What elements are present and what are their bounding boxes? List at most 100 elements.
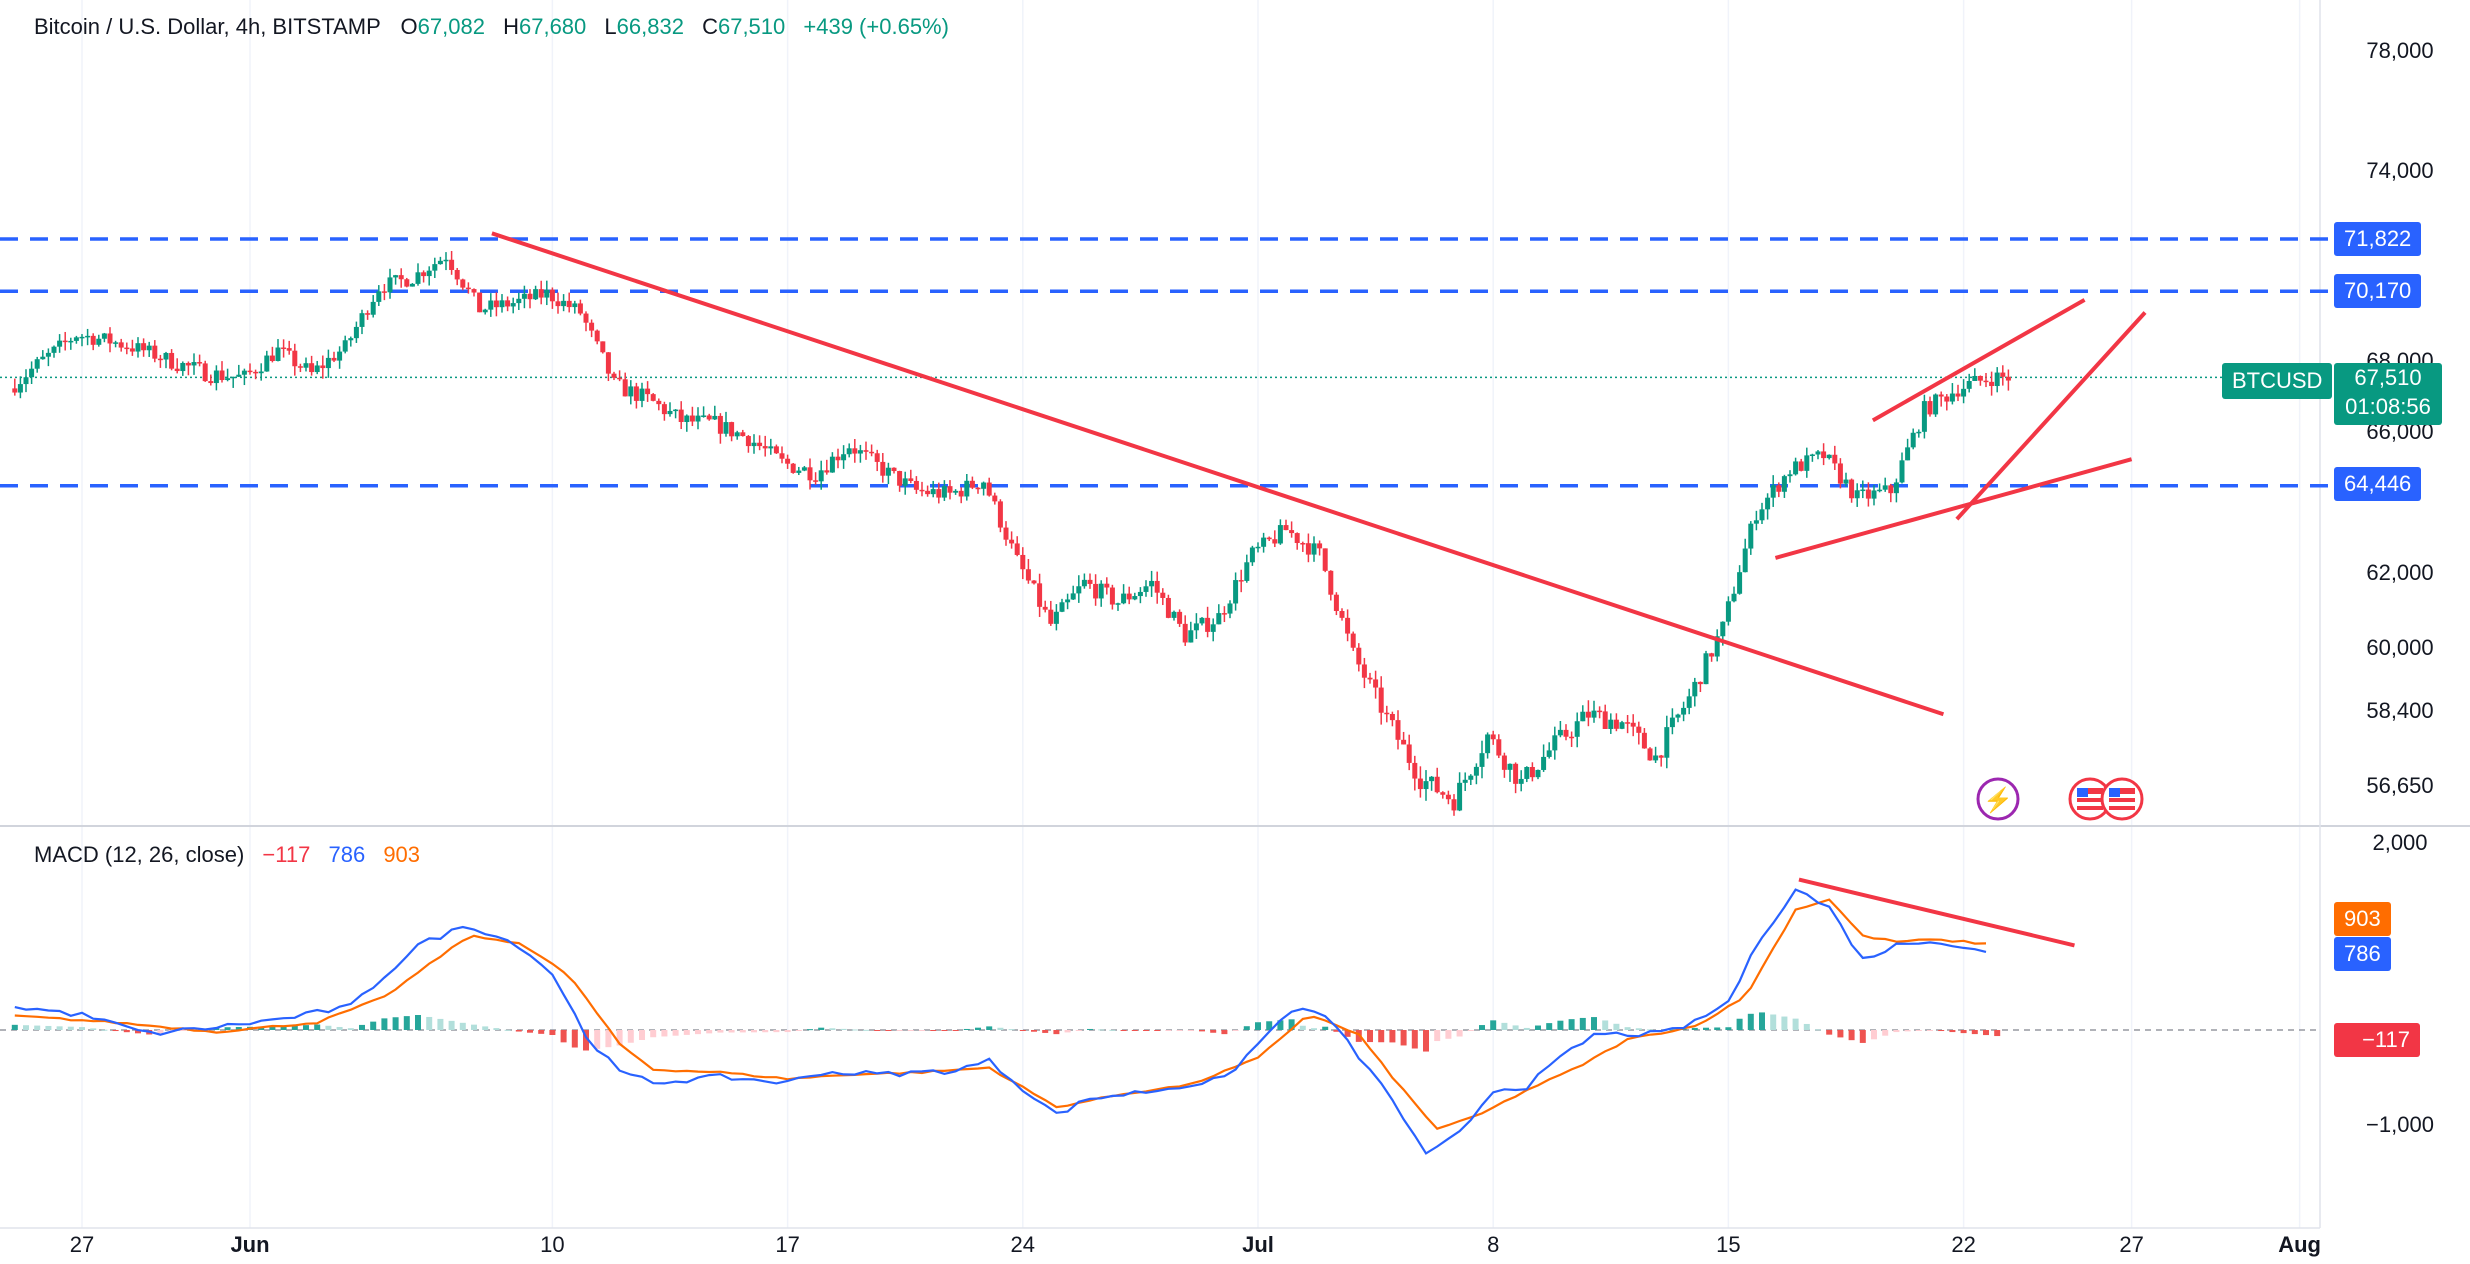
candle-body[interactable] <box>852 448 858 454</box>
candle-body[interactable] <box>85 335 91 338</box>
candle-body[interactable] <box>1322 548 1328 571</box>
candle-body[interactable] <box>521 293 527 299</box>
candle-body[interactable] <box>717 415 723 434</box>
candle-body[interactable] <box>969 480 975 488</box>
candle-body[interactable] <box>1132 596 1138 600</box>
candle-body[interactable] <box>785 458 791 464</box>
candle-body[interactable] <box>1860 489 1866 492</box>
candle-body[interactable] <box>1585 711 1591 718</box>
candle-body[interactable] <box>622 379 628 397</box>
candle-body[interactable] <box>1681 707 1687 715</box>
candle-body[interactable] <box>544 289 550 298</box>
candle-body[interactable] <box>913 480 919 490</box>
candle-body[interactable] <box>611 373 617 378</box>
candle-body[interactable] <box>292 350 298 367</box>
candle-body[interactable] <box>191 362 197 366</box>
candle-body[interactable] <box>348 338 354 341</box>
candle-body[interactable] <box>1563 729 1569 737</box>
candle-body[interactable] <box>113 342 119 344</box>
candle-body[interactable] <box>275 347 281 362</box>
candle-body[interactable] <box>1742 548 1748 573</box>
candle-body[interactable] <box>1893 482 1899 494</box>
candle-body[interactable] <box>381 291 387 293</box>
candle-body[interactable] <box>1227 603 1233 614</box>
candle-body[interactable] <box>426 270 432 277</box>
candle-body[interactable] <box>1188 630 1194 643</box>
candle-body[interactable] <box>1199 617 1205 624</box>
candle-body[interactable] <box>1569 736 1575 739</box>
candle-body[interactable] <box>79 336 85 339</box>
candle-body[interactable] <box>572 303 578 308</box>
candle-body[interactable] <box>1389 713 1395 721</box>
candle-body[interactable] <box>628 386 634 397</box>
candle-body[interactable] <box>1843 479 1849 484</box>
candle-body[interactable] <box>1961 388 1967 397</box>
candle-body[interactable] <box>1518 778 1524 784</box>
candle-body[interactable] <box>202 363 208 382</box>
candle-body[interactable] <box>1597 710 1603 713</box>
candle-body[interactable] <box>807 467 813 481</box>
candle-body[interactable] <box>678 409 684 423</box>
candle-body[interactable] <box>1641 732 1647 749</box>
candle-body[interactable] <box>281 347 287 350</box>
candle-body[interactable] <box>1339 611 1345 618</box>
candle-body[interactable] <box>829 456 835 473</box>
candle-body[interactable] <box>617 377 623 380</box>
candle-body[interactable] <box>902 478 908 486</box>
candle-body[interactable] <box>1384 712 1390 715</box>
candle-body[interactable] <box>180 362 186 372</box>
candle-body[interactable] <box>1098 583 1104 599</box>
candle-body[interactable] <box>1440 792 1446 795</box>
candle-body[interactable] <box>45 352 51 357</box>
candle-body[interactable] <box>1714 636 1720 657</box>
candle-body[interactable] <box>1580 711 1586 722</box>
candle-body[interactable] <box>1826 454 1832 459</box>
candle-body[interactable] <box>1328 570 1334 595</box>
candle-body[interactable] <box>1429 776 1435 782</box>
candle-body[interactable] <box>303 363 309 368</box>
candle-body[interactable] <box>1149 580 1155 587</box>
candle-body[interactable] <box>1423 781 1429 790</box>
candle-body[interactable] <box>1944 396 1950 402</box>
macd-signal-line[interactable] <box>14 898 1987 1130</box>
candle-body[interactable] <box>1065 599 1071 603</box>
candle-body[interactable] <box>796 470 802 473</box>
candle-body[interactable] <box>1910 432 1916 448</box>
candle-body[interactable] <box>1513 763 1519 784</box>
candle-body[interactable] <box>745 436 751 447</box>
candle-body[interactable] <box>1636 726 1642 733</box>
candle-body[interactable] <box>863 450 869 452</box>
candle-body[interactable] <box>34 359 40 369</box>
candle-body[interactable] <box>1955 393 1961 397</box>
candle-body[interactable] <box>941 486 947 498</box>
candle-body[interactable] <box>1003 527 1009 540</box>
candle-body[interactable] <box>1401 739 1407 745</box>
candle-body[interactable] <box>1350 633 1356 648</box>
candle-body[interactable] <box>1776 485 1782 492</box>
candle-body[interactable] <box>1753 520 1759 524</box>
event-flash-icon[interactable] <box>1976 777 2020 821</box>
trendline-downtrend[interactable] <box>491 231 1945 717</box>
candle-body[interactable] <box>1300 543 1306 545</box>
candle-body[interactable] <box>1053 611 1059 624</box>
candle-body[interactable] <box>1193 623 1199 631</box>
candle-body[interactable] <box>314 365 320 373</box>
candle-body[interactable] <box>1468 775 1474 780</box>
candle-body[interactable] <box>1798 461 1804 471</box>
candle-body[interactable] <box>62 340 68 343</box>
candle-body[interactable] <box>393 275 399 278</box>
candle-body[interactable] <box>538 289 544 298</box>
candle-body[interactable] <box>1451 799 1457 811</box>
candle-body[interactable] <box>639 388 645 401</box>
candle-body[interactable] <box>1317 543 1323 549</box>
candle-body[interactable] <box>1709 653 1715 657</box>
candle-body[interactable] <box>1972 375 1978 382</box>
candle-body[interactable] <box>555 301 561 307</box>
candle-body[interactable] <box>1042 606 1048 610</box>
candle-body[interactable] <box>1905 447 1911 461</box>
candle-body[interactable] <box>51 346 57 353</box>
candle-body[interactable] <box>1669 717 1675 728</box>
candle-body[interactable] <box>757 442 763 447</box>
candle-body[interactable] <box>1737 572 1743 594</box>
candle-body[interactable] <box>320 365 326 369</box>
